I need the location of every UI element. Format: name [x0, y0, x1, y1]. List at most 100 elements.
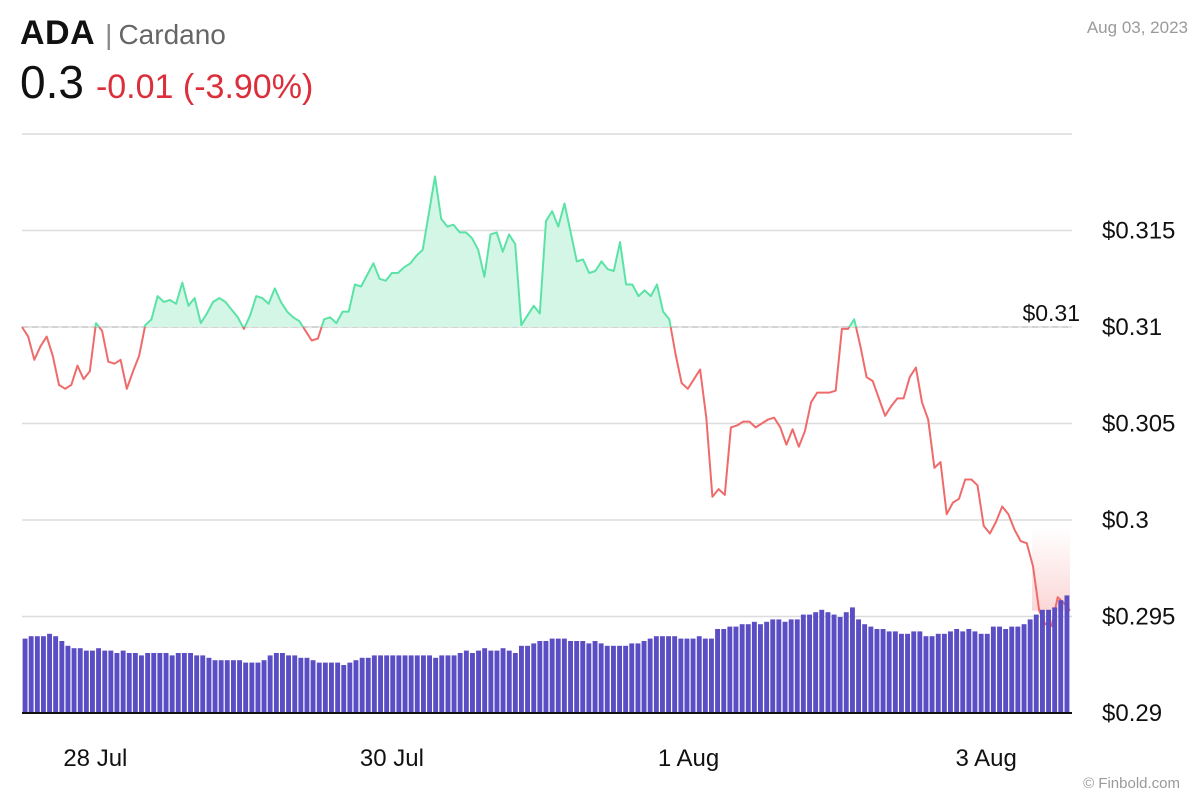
volume-bar [935, 633, 941, 713]
volume-bar [341, 665, 347, 713]
x-tick-label: 28 Jul [63, 745, 127, 772]
volume-bar [764, 621, 770, 713]
volume-bar [794, 619, 800, 713]
volume-bar [286, 655, 291, 713]
volume-bar [629, 643, 635, 713]
volume-bar [298, 657, 304, 713]
down-line [98, 326, 146, 390]
volume-bar [617, 645, 622, 713]
volume-bar [941, 633, 947, 713]
volume-bar [365, 657, 371, 713]
chart-date: Aug 03, 2023 [1086, 18, 1188, 37]
volume-bar [886, 631, 892, 713]
volume-bar [954, 629, 960, 713]
y-tick-label: $0.3 [1102, 507, 1149, 534]
volume-bar [206, 657, 212, 713]
volume-bar [635, 643, 641, 713]
volume-bar [439, 655, 445, 713]
volume-bar [807, 614, 812, 713]
volume-bar [758, 624, 763, 713]
volume-bar [1027, 619, 1033, 713]
volume-bar [960, 631, 966, 713]
volume-bar [59, 641, 65, 713]
volume-bar [647, 638, 653, 713]
volume-bar [856, 619, 861, 713]
volume-bar [672, 636, 678, 713]
ticker-symbol: ADA [20, 14, 96, 52]
volume-bar [231, 660, 236, 713]
volume-bar [905, 633, 910, 713]
volume-bar [1064, 595, 1070, 713]
title-separator: | [105, 19, 113, 50]
volume-bar [709, 638, 714, 713]
volume-bar [568, 641, 573, 713]
volume-bar [41, 636, 46, 713]
volume-bar [623, 645, 629, 713]
volume-bar [1003, 629, 1009, 713]
volume-bar [255, 662, 261, 713]
volume-bar [972, 631, 978, 713]
volume-bar [788, 619, 794, 713]
volume-bar [966, 629, 972, 713]
volume-bar [292, 655, 298, 713]
volume-bar [598, 643, 604, 713]
volume-bar [378, 655, 383, 713]
volume-bar [267, 655, 273, 713]
volume-bar [120, 650, 126, 713]
volume-bar [831, 614, 837, 713]
volume-bar [519, 645, 524, 713]
volume-bar [1046, 609, 1051, 713]
axes: $0.29 $0.295 $0.3 $0.305 $0.31 $0.315 $0.31 28 … [22, 218, 1175, 772]
volume-bar [390, 655, 396, 713]
volume-bar [948, 631, 953, 713]
y-tick-label: $0.315 [1102, 218, 1175, 245]
volume-bar [580, 641, 586, 713]
volume-bar [512, 653, 518, 713]
volume-bar [819, 609, 825, 713]
volume-bar [463, 650, 469, 713]
volume-bar [549, 638, 555, 713]
current-price: 0.3 [20, 56, 84, 108]
volume-bar [1058, 600, 1064, 713]
volume-bar [71, 648, 77, 713]
volume-bar [727, 626, 733, 713]
volume-bar [899, 633, 904, 713]
volume-bar [145, 653, 151, 713]
price-row: 0.3 -0.01 (-3.90%) [20, 55, 313, 109]
volume-bar [574, 641, 580, 713]
volume-bar [175, 653, 181, 713]
volume-bar [911, 631, 917, 713]
volume-bar [604, 645, 610, 713]
volume-bar [825, 612, 831, 713]
volume-bar [1033, 614, 1039, 713]
volume-bar [733, 626, 739, 713]
up-area [321, 176, 671, 327]
volume-bar [90, 650, 95, 713]
volume-bar [531, 643, 537, 713]
volume-bar [304, 657, 310, 713]
volume-bar [525, 645, 530, 713]
up-line [320, 175, 672, 328]
volume-bar [555, 638, 561, 713]
volume-bar [500, 648, 506, 713]
volume-bar [151, 653, 157, 713]
volume-bar [108, 650, 114, 713]
volume-bar [353, 660, 359, 713]
volume-bar [402, 655, 408, 713]
down-line [669, 326, 851, 498]
volume-bar [984, 633, 990, 713]
last-price-highlight [1032, 528, 1070, 611]
volume-bar [139, 655, 144, 713]
volume-bar [126, 653, 132, 713]
volume-bar [22, 638, 28, 713]
volume-bar [194, 655, 200, 713]
price-line [21, 175, 1071, 628]
volume-bar [997, 626, 1002, 713]
volume-bar [696, 636, 702, 713]
volume-bar [261, 660, 267, 713]
volume-bar [702, 638, 708, 713]
volume-bar [641, 641, 647, 713]
volume-bar [1052, 607, 1058, 713]
y-tick-label: $0.31 [1102, 314, 1162, 341]
